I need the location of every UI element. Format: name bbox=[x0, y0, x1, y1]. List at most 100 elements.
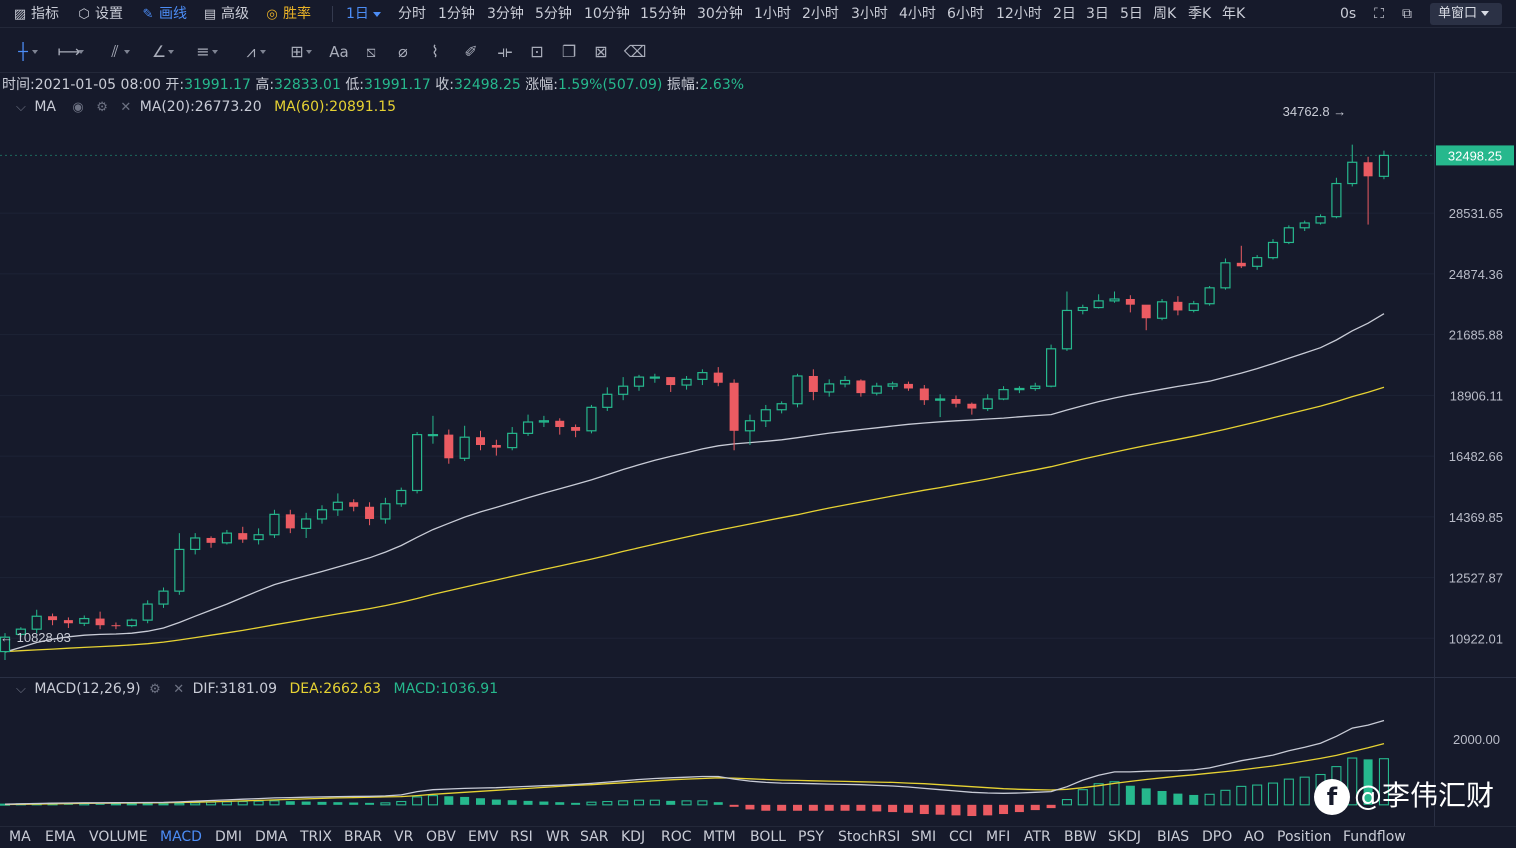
text-icon[interactable]: Aa bbox=[329, 43, 349, 61]
tab-sar[interactable]: SAR bbox=[580, 829, 609, 845]
pattern-icon[interactable]: ⧅ bbox=[365, 42, 377, 61]
tab-bias[interactable]: BIAS bbox=[1157, 829, 1190, 845]
pencil-icon[interactable]: ✐ bbox=[464, 42, 478, 61]
period-11[interactable]: 4小时 bbox=[899, 0, 936, 28]
fullscreen-icon[interactable]: ⛶ bbox=[1374, 6, 1384, 22]
tab-dma[interactable]: DMA bbox=[255, 829, 288, 845]
brush-icon[interactable]: ⌀ bbox=[398, 42, 408, 61]
close-icon[interactable]: ✕ bbox=[120, 100, 132, 115]
measure-icon[interactable]: ⟛ bbox=[497, 42, 513, 61]
tab-psy[interactable]: PSY bbox=[798, 829, 824, 845]
tab-ao[interactable]: AO bbox=[1244, 829, 1265, 845]
eye-icon[interactable]: ◉ bbox=[72, 100, 84, 115]
tab-ema[interactable]: EMA bbox=[45, 829, 76, 845]
tab-emv[interactable]: EMV bbox=[468, 829, 499, 845]
period-3[interactable]: 3分钟 bbox=[487, 0, 524, 28]
tab-mtm[interactable]: MTM bbox=[703, 829, 736, 845]
lock-icon[interactable]: ⊡ bbox=[530, 42, 544, 61]
macd-bar bbox=[110, 803, 121, 806]
price-tick-label: 12527.87 bbox=[1449, 571, 1503, 586]
period-12[interactable]: 6小时 bbox=[947, 0, 984, 28]
chevron-down-icon[interactable] bbox=[32, 50, 38, 54]
period-0[interactable]: 1日 bbox=[346, 0, 381, 28]
tab-cci[interactable]: CCI bbox=[949, 829, 973, 845]
period-14[interactable]: 2日 bbox=[1053, 0, 1076, 28]
chevron-down-icon[interactable] bbox=[168, 50, 174, 54]
collapse-icon[interactable]: ⌵ bbox=[16, 100, 26, 115]
tab-atr[interactable]: ATR bbox=[1024, 829, 1051, 845]
gear-icon[interactable]: ⚙ bbox=[149, 682, 161, 697]
tab-fundflow[interactable]: Fundflow bbox=[1343, 829, 1406, 845]
chevron-down-icon[interactable] bbox=[212, 50, 218, 54]
chevron-down-icon[interactable] bbox=[306, 50, 312, 54]
candle-body bbox=[1156, 301, 1168, 319]
collapse-icon[interactable]: ⌵ bbox=[16, 682, 26, 697]
chevron-down-icon[interactable] bbox=[124, 50, 130, 54]
gear-icon[interactable]: ⚙ bbox=[96, 100, 108, 115]
tab-obv[interactable]: OBV bbox=[426, 829, 456, 845]
period-19[interactable]: 年K bbox=[1222, 0, 1245, 28]
settings-button[interactable]: ⬡ 设置 bbox=[76, 0, 123, 28]
tab-brar[interactable]: BRAR bbox=[344, 829, 383, 845]
tab-trix[interactable]: TRIX bbox=[300, 829, 332, 845]
tab-smi[interactable]: SMI bbox=[911, 829, 937, 845]
period-1[interactable]: 分时 bbox=[398, 0, 426, 28]
period-5[interactable]: 10分钟 bbox=[584, 0, 630, 28]
tab-stochrsi[interactable]: StochRSI bbox=[838, 829, 901, 845]
tab-macd[interactable]: MACD bbox=[160, 829, 202, 845]
delete-icon[interactable]: ⌫ bbox=[623, 42, 647, 61]
macd-bar bbox=[808, 804, 818, 811]
tab-volume[interactable]: VOLUME bbox=[89, 829, 148, 845]
advanced-button[interactable]: ▤ 高级 bbox=[202, 0, 249, 28]
close-icon[interactable]: ✕ bbox=[173, 682, 185, 697]
period-8[interactable]: 1小时 bbox=[754, 0, 791, 28]
tab-kdj[interactable]: KDJ bbox=[621, 829, 646, 845]
draw-button[interactable]: ✎ 画线 bbox=[140, 0, 187, 28]
period-13[interactable]: 12小时 bbox=[996, 0, 1042, 28]
single-window-select[interactable]: 单窗口 bbox=[1430, 3, 1502, 25]
macd-bar bbox=[586, 801, 597, 806]
period-10[interactable]: 3小时 bbox=[851, 0, 888, 28]
ruler-icon[interactable]: ⌇ bbox=[431, 42, 439, 61]
period-4[interactable]: 5分钟 bbox=[535, 0, 572, 28]
period-9[interactable]: 2小时 bbox=[802, 0, 839, 28]
tab-vr[interactable]: VR bbox=[394, 829, 414, 845]
crosshair-icon[interactable]: ┼ bbox=[8, 34, 38, 70]
period-label: 3分钟 bbox=[487, 6, 524, 22]
tab-mfi[interactable]: MFI bbox=[986, 829, 1011, 845]
copy-icon[interactable]: ❐ bbox=[561, 42, 577, 61]
period-16[interactable]: 5日 bbox=[1120, 0, 1143, 28]
tab-roc[interactable]: ROC bbox=[661, 829, 692, 845]
tab-position[interactable]: Position bbox=[1277, 829, 1332, 845]
ma60-line bbox=[4, 386, 1385, 653]
tab-bbw[interactable]: BBW bbox=[1064, 829, 1097, 845]
tab-dpo[interactable]: DPO bbox=[1202, 829, 1233, 845]
horizontal-ray-icon[interactable]: ⟼ bbox=[54, 34, 84, 70]
rectangle-icon[interactable]: ⊞ bbox=[282, 34, 312, 70]
angle-icon[interactable]: ∠ bbox=[144, 34, 174, 70]
wave-icon[interactable]: ⩘ bbox=[236, 34, 266, 70]
snapshot-icon[interactable]: ⊠ bbox=[594, 42, 608, 61]
tab-skdj[interactable]: SKDJ bbox=[1108, 829, 1141, 845]
indicators-button[interactable]: ▨ 指标 bbox=[12, 0, 59, 28]
period-18[interactable]: 季K bbox=[1188, 0, 1211, 28]
period-6[interactable]: 15分钟 bbox=[640, 0, 686, 28]
tab-wr[interactable]: WR bbox=[546, 829, 570, 845]
period-17[interactable]: 周K bbox=[1153, 0, 1176, 28]
tab-boll[interactable]: BOLL bbox=[750, 829, 786, 845]
win-rate-button[interactable]: ◎ 胜率 bbox=[264, 0, 311, 28]
period-2[interactable]: 1分钟 bbox=[438, 0, 475, 28]
macd-bar bbox=[1061, 799, 1072, 806]
chevron-down-icon[interactable] bbox=[260, 50, 266, 54]
parallel-lines-icon[interactable]: ≡ bbox=[188, 34, 218, 70]
tab-dmi[interactable]: DMI bbox=[215, 829, 242, 845]
period-15[interactable]: 3日 bbox=[1086, 0, 1109, 28]
tab-rsi[interactable]: RSI bbox=[510, 829, 533, 845]
tab-ma[interactable]: MA bbox=[9, 829, 31, 845]
popout-icon[interactable]: ⧉ bbox=[1402, 6, 1412, 22]
chevron-down-icon[interactable] bbox=[78, 50, 84, 54]
trend-line-icon[interactable]: ⫽ bbox=[100, 34, 130, 70]
period-7[interactable]: 30分钟 bbox=[697, 0, 743, 28]
candle-body bbox=[253, 534, 264, 541]
